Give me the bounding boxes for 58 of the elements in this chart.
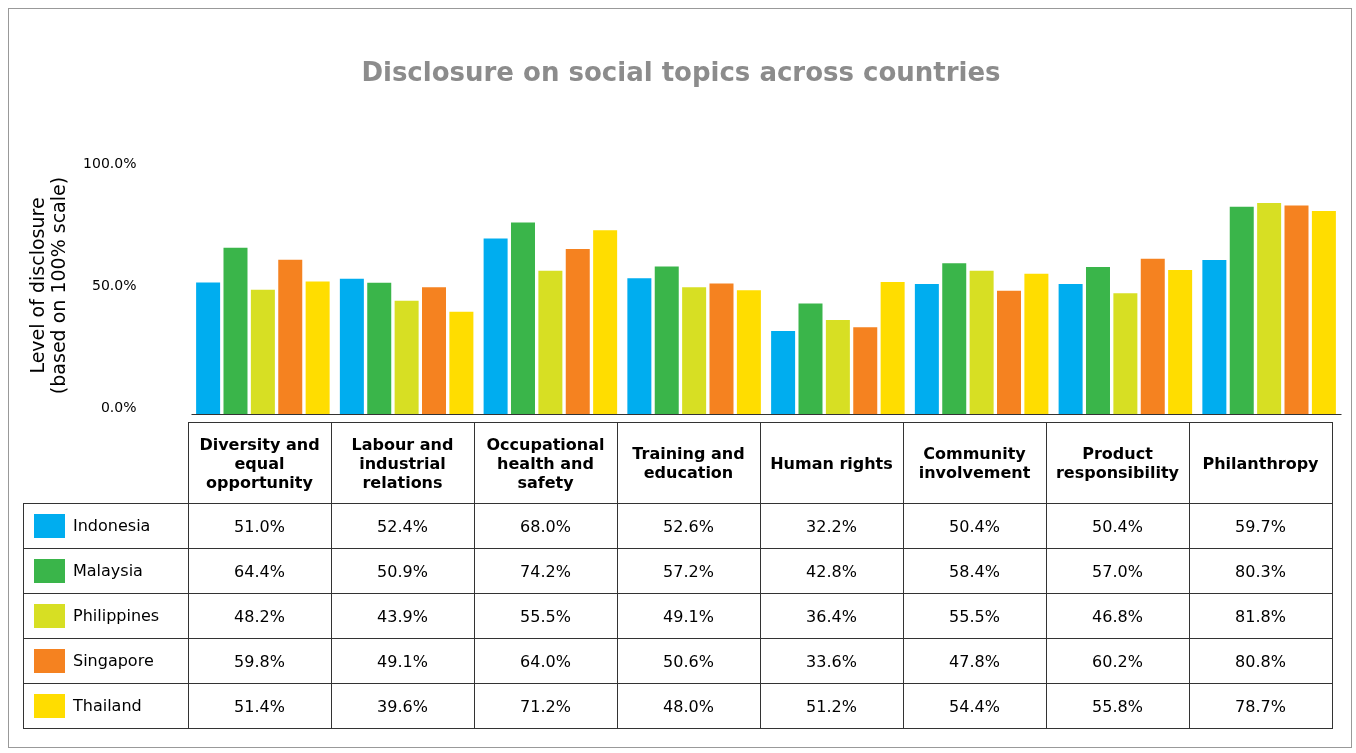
data-label: 64.4% [188,548,331,594]
data-label: 47.8% [903,638,1046,684]
x-tick-label: Product responsibility [1046,422,1189,504]
data-label: 55.5% [474,593,617,639]
data-label: 51.2% [760,683,903,729]
data-label: 48.2% [188,593,331,639]
legend-label: Thailand [23,683,188,729]
x-tick-label: Human rights [760,422,903,504]
data-label: 50.9% [331,548,474,594]
data-label: 58.4% [903,548,1046,594]
legend-label: Singapore [23,638,188,684]
x-tick-label: Philanthropy [1189,422,1332,504]
data-label: 71.2% [474,683,617,729]
data-label: 57.2% [617,548,760,594]
data-label: 81.8% [1189,593,1332,639]
data-label: 36.4% [760,593,903,639]
data-label: 48.0% [617,683,760,729]
x-tick-label: Labour and industrial relations [331,422,474,504]
data-label: 39.6% [331,683,474,729]
data-label: 42.8% [760,548,903,594]
data-label: 51.4% [188,683,331,729]
data-label: 78.7% [1189,683,1332,729]
legend-label: Philippines [23,593,188,639]
legend-label: Malaysia [23,548,188,594]
data-label: 80.3% [1189,548,1332,594]
legend-label: Indonesia [23,503,188,549]
data-label: 54.4% [903,683,1046,729]
data-label: 68.0% [474,503,617,549]
data-label: 50.4% [903,503,1046,549]
x-tick-label: Diversity and equal opportunity [188,422,331,504]
data-label: 50.6% [617,638,760,684]
data-label: 59.7% [1189,503,1332,549]
data-label: 52.4% [331,503,474,549]
data-label: 46.8% [1046,593,1189,639]
chart-title: Disclosure on social topics across countries [361,57,1001,87]
data-label: 57.0% [1046,548,1189,594]
data-label: 64.0% [474,638,617,684]
data-label: 49.1% [331,638,474,684]
y-axis-title: Level of disclosure (based on 100% scale) [26,176,70,395]
data-label: 60.2% [1046,638,1189,684]
data-label: 80.8% [1189,638,1332,684]
data-label: 43.9% [331,593,474,639]
data-label: 52.6% [617,503,760,549]
data-label: 51.0% [188,503,331,549]
y-tick-label: 50.0% [92,276,137,293]
data-label: 55.8% [1046,683,1189,729]
data-label: 74.2% [474,548,617,594]
data-label: 55.5% [903,593,1046,639]
y-tick-label: 0.0% [100,398,137,415]
data-label: 32.2% [760,503,903,549]
x-tick-label: Occupational health and safety [474,422,617,504]
data-label: 50.4% [1046,503,1189,549]
x-tick-label: Community involvement [903,422,1046,504]
data-label: 59.8% [188,638,331,684]
x-tick-label: Training and education [617,422,760,504]
y-tick-label: 100.0% [83,154,137,171]
data-label: 49.1% [617,593,760,639]
data-label: 33.6% [760,638,903,684]
